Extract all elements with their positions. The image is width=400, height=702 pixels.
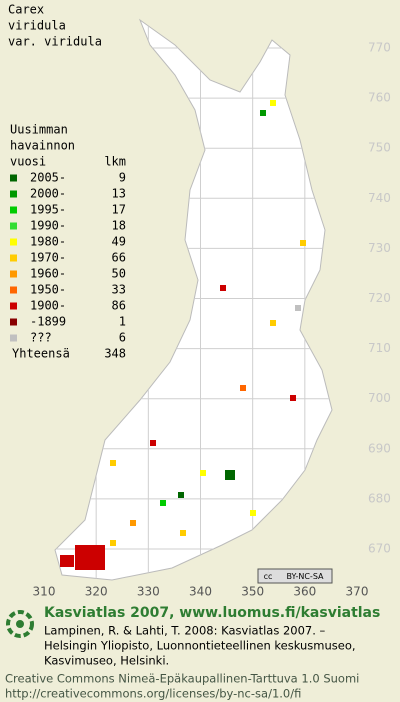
legend-swatch (10, 222, 17, 230)
y-tick-label: 670 (368, 542, 391, 556)
y-tick-label: 740 (368, 191, 391, 205)
observation (110, 460, 116, 466)
y-tick-label: 710 (368, 341, 391, 355)
legend-period: 1995- (30, 203, 66, 217)
legend-swatch (10, 302, 17, 310)
legend-period: 1960- (30, 267, 66, 281)
license: Creative Commons Nimeä-Epäkaupallinen-Ta… (5, 672, 359, 686)
y-tick-label: 700 (368, 391, 391, 405)
badge-cc: cc (264, 572, 273, 581)
observation (260, 110, 266, 116)
x-tick-label: 340 (189, 585, 212, 599)
y-tick-label: 690 (368, 441, 391, 455)
legend-count: 66 (112, 251, 126, 265)
legend-count: 18 (112, 219, 126, 233)
observation (220, 285, 226, 291)
legend-count: 6 (119, 331, 126, 345)
observation (270, 320, 276, 326)
observation-cluster (75, 545, 105, 570)
legend-period: 1990- (30, 219, 66, 233)
observation (300, 240, 306, 246)
badge-box (257, 568, 333, 584)
legend-total-label: Yhteensä (12, 347, 70, 361)
legend-swatch (10, 174, 17, 182)
x-tick-label: 350 (241, 585, 264, 599)
legend-heading: havainnon (10, 139, 75, 153)
legend-swatch (10, 334, 17, 342)
x-tick-label: 370 (346, 585, 369, 599)
observation (110, 540, 116, 546)
observation (270, 100, 276, 106)
x-tick-label: 360 (293, 585, 316, 599)
legend: Uusimman havainnon vuosi lkm 2005- 9 2000- 13 19… (10, 123, 126, 361)
map-axes: 770 760 750 740 730 720 710 700 690 680 670 310 320 3… (33, 41, 391, 599)
x-tick-label: 310 (33, 585, 56, 599)
observations (60, 100, 306, 570)
legend-count: 17 (112, 203, 126, 217)
observation (295, 305, 301, 311)
legend-count: 33 (112, 283, 126, 297)
legend-swatch (10, 318, 17, 326)
legend-period: 1900- (30, 299, 66, 313)
logo-core (16, 620, 24, 628)
legend-period: ??? (30, 331, 52, 345)
map-outline (54, 18, 333, 581)
observation (178, 492, 184, 498)
observation (160, 500, 166, 506)
legend-swatch (10, 254, 17, 262)
brand: Kasviatlas 2007, www.luomus.fi/kasviatla… (44, 605, 380, 621)
legend-swatch (10, 206, 17, 214)
observation (250, 510, 256, 516)
legend-count: 50 (112, 267, 126, 281)
legend-period: 2005- (30, 171, 66, 185)
legend-count-heading: lkm (104, 155, 126, 169)
observation (240, 385, 246, 391)
legend-swatch (10, 270, 17, 278)
x-tick-label: 320 (85, 585, 108, 599)
title-line: Carex (8, 3, 44, 17)
legend-swatch (10, 190, 17, 198)
license: http://creativecommons.org/licenses/by-n… (5, 687, 301, 701)
badge-text: BY-NC-SA (286, 572, 324, 581)
legend-swatch (10, 238, 17, 246)
observation (180, 530, 186, 536)
legend-count: 1 (119, 315, 126, 329)
observation (225, 470, 235, 480)
y-tick-label: 720 (368, 291, 391, 305)
title: Carex viridula var. viridula (8, 3, 102, 49)
y-tick-label: 750 (368, 141, 391, 155)
observation (290, 395, 296, 401)
legend-period: -1899 (30, 315, 66, 329)
title-line: var. viridula (8, 35, 102, 49)
y-tick-label: 770 (368, 41, 391, 55)
y-tick-label: 730 (368, 241, 391, 255)
license-badge: cc BY-NC-SA (257, 568, 333, 584)
y-tick-label: 760 (368, 91, 391, 105)
legend-period: 1970- (30, 251, 66, 265)
logo-ring (6, 610, 34, 638)
title-line: viridula (8, 19, 66, 33)
observation (200, 470, 206, 476)
logo (6, 610, 34, 638)
legend-swatch (10, 286, 17, 294)
observation (130, 520, 136, 526)
legend-count: 49 (112, 235, 126, 249)
legend-period: 1980- (30, 235, 66, 249)
legend-heading: Uusimman (10, 123, 68, 137)
citation: Helsingin Yliopisto, Luonnontieteellinen… (44, 639, 356, 653)
citation: Kasvimuseo, Helsinki. (44, 654, 169, 668)
legend-count: 13 (112, 187, 126, 201)
observation (150, 440, 156, 446)
y-tick-label: 680 (368, 491, 391, 505)
legend-count: 9 (119, 171, 126, 185)
legend-total: 348 (104, 347, 126, 361)
legend-count: 86 (112, 299, 126, 313)
observation (60, 555, 74, 567)
citation: Lampinen, R. & Lahti, T. 2008: Kasviatla… (44, 624, 326, 638)
legend-heading: vuosi (10, 155, 46, 169)
legend-period: 2000- (30, 187, 66, 201)
x-tick-label: 330 (137, 585, 160, 599)
legend-period: 1950- (30, 283, 66, 297)
